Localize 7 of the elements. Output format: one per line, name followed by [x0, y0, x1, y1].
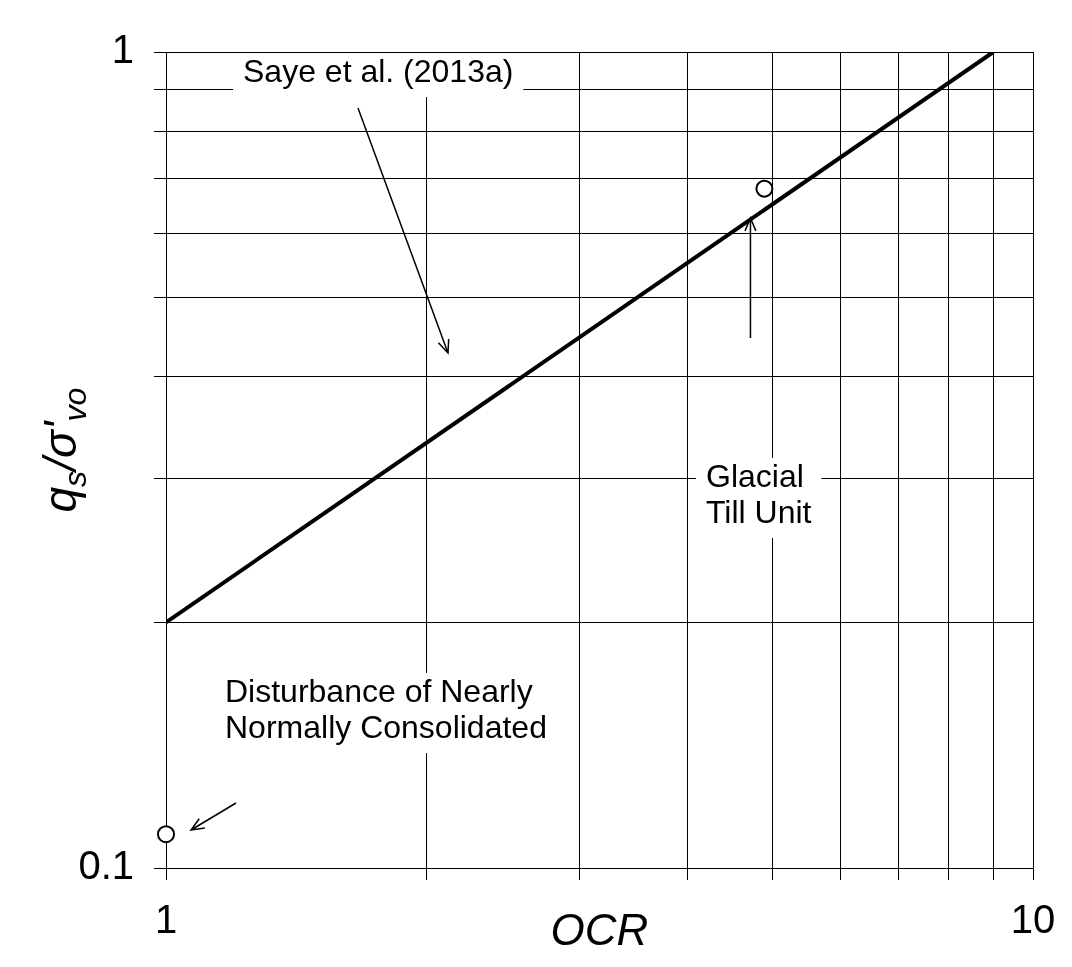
y-tick-label: 0.1 — [78, 843, 134, 888]
y-axis-title: qs/σ'vo — [33, 387, 93, 513]
x-axis-title: OCR — [550, 905, 649, 955]
annotation: Disturbance of Nearly Normally Consolidated — [225, 672, 547, 745]
annotation: Saye et al. (2013a) — [243, 52, 514, 89]
x-tick-label: 10 — [1010, 897, 1056, 942]
annotation: Glacial Till Unit — [706, 457, 812, 530]
